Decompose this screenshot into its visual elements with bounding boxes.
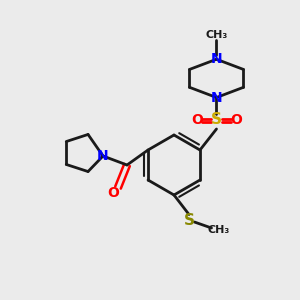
Text: CH₃: CH₃ bbox=[206, 30, 228, 40]
Text: N: N bbox=[211, 52, 222, 66]
Text: N: N bbox=[211, 91, 222, 104]
Text: S: S bbox=[211, 112, 222, 128]
Text: N: N bbox=[97, 149, 109, 163]
Text: O: O bbox=[191, 113, 203, 127]
Text: O: O bbox=[230, 113, 242, 127]
Text: O: O bbox=[108, 186, 119, 200]
Text: CH₃: CH₃ bbox=[208, 225, 230, 235]
Text: S: S bbox=[184, 213, 194, 228]
